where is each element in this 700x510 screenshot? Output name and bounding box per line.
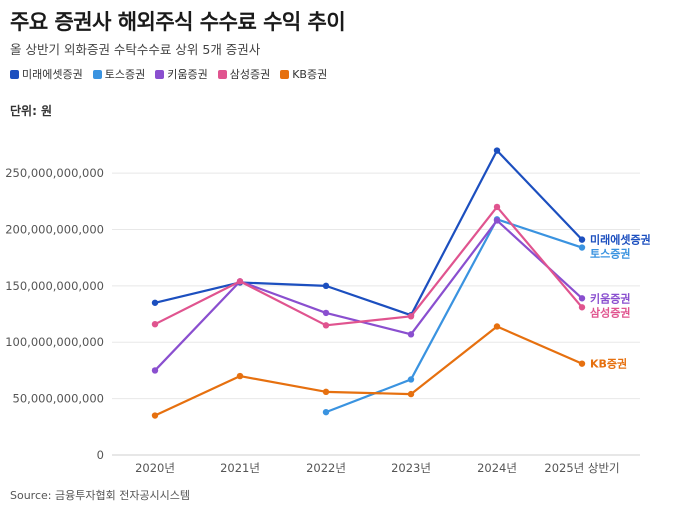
data-point <box>493 203 501 211</box>
data-point <box>407 331 415 338</box>
data-point <box>578 295 586 302</box>
legend-label: 미래에셋증권 <box>22 68 83 81</box>
legend-item: 키움증권 <box>155 66 208 82</box>
x-tick-label: 2020년 <box>135 461 175 475</box>
y-tick-label: 200,000,000,000 <box>5 222 104 236</box>
y-tick-label: 250,000,000,000 <box>5 166 104 180</box>
data-point <box>578 244 586 251</box>
series-end-label: 토스증권 <box>590 248 630 261</box>
series-end-label: KB증권 <box>590 358 627 371</box>
y-tick-label: 0 <box>97 448 104 462</box>
legend-label: 삼성증권 <box>229 68 271 81</box>
chart-subtitle: 올 상반기 외화증권 수탁수수료 상위 5개 증권사 <box>10 42 261 57</box>
legend-swatch <box>217 69 227 79</box>
data-point <box>493 323 501 330</box>
data-point <box>236 372 244 380</box>
series-end-label: 키움증권 <box>590 291 630 305</box>
data-point <box>407 313 415 320</box>
x-tick-label: 2021년 <box>220 461 260 475</box>
data-point <box>236 278 244 285</box>
data-point <box>407 390 415 398</box>
legend-item: 토스증권 <box>92 66 146 82</box>
legend-swatch <box>280 69 290 79</box>
legend-swatch <box>10 69 19 79</box>
x-tick-label: 2022년 <box>306 461 346 475</box>
data-point <box>493 217 501 224</box>
y-tick-label: 150,000,000,000 <box>5 279 104 293</box>
legend-swatch <box>155 69 165 79</box>
data-point <box>578 236 586 243</box>
data-point <box>578 360 586 367</box>
legend-item: 미래에셋증권 <box>10 66 83 82</box>
series-line <box>325 218 583 414</box>
data-point <box>151 299 159 306</box>
data-point <box>151 412 159 419</box>
unit-label: 단위: 원 <box>10 104 53 118</box>
data-point <box>493 147 501 154</box>
data-point <box>151 321 159 328</box>
source-note: Source: 금융투자협회 전자공시시스템 <box>10 489 191 502</box>
x-tick-label: 2024년 <box>477 461 517 475</box>
legend-item: KB증권 <box>280 66 327 82</box>
chart-title: 주요 증권사 해외주식 수수료 수익 추이 <box>10 10 346 34</box>
data-point <box>322 322 330 329</box>
data-point <box>322 282 330 290</box>
legend-label: 토스증권 <box>104 68 146 81</box>
series-line <box>154 325 583 417</box>
legend: 미래에셋증권 토스증권 키움증권 삼성증권 KB증권 <box>10 66 327 82</box>
series-end-label: 삼성증권 <box>590 305 630 319</box>
x-tick-label: 2023년 <box>391 461 431 475</box>
series-end-label: 미래에셋증권 <box>590 233 651 247</box>
data-point <box>322 388 330 396</box>
series-line <box>154 149 583 317</box>
data-point <box>578 304 586 311</box>
series-line <box>154 219 583 372</box>
series-line <box>154 205 583 327</box>
legend-swatch <box>92 69 102 79</box>
data-point <box>407 376 415 383</box>
legend-label: 키움증권 <box>167 68 208 81</box>
data-point <box>322 408 330 416</box>
x-tick-label: 2025년 상반기 <box>544 461 619 475</box>
y-tick-label: 100,000,000,000 <box>5 335 104 349</box>
legend-label: KB증권 <box>292 68 328 81</box>
legend-item: 삼성증권 <box>217 66 271 82</box>
data-point <box>151 367 159 374</box>
y-tick-label: 50,000,000,000 <box>13 392 104 406</box>
data-point <box>322 309 330 317</box>
